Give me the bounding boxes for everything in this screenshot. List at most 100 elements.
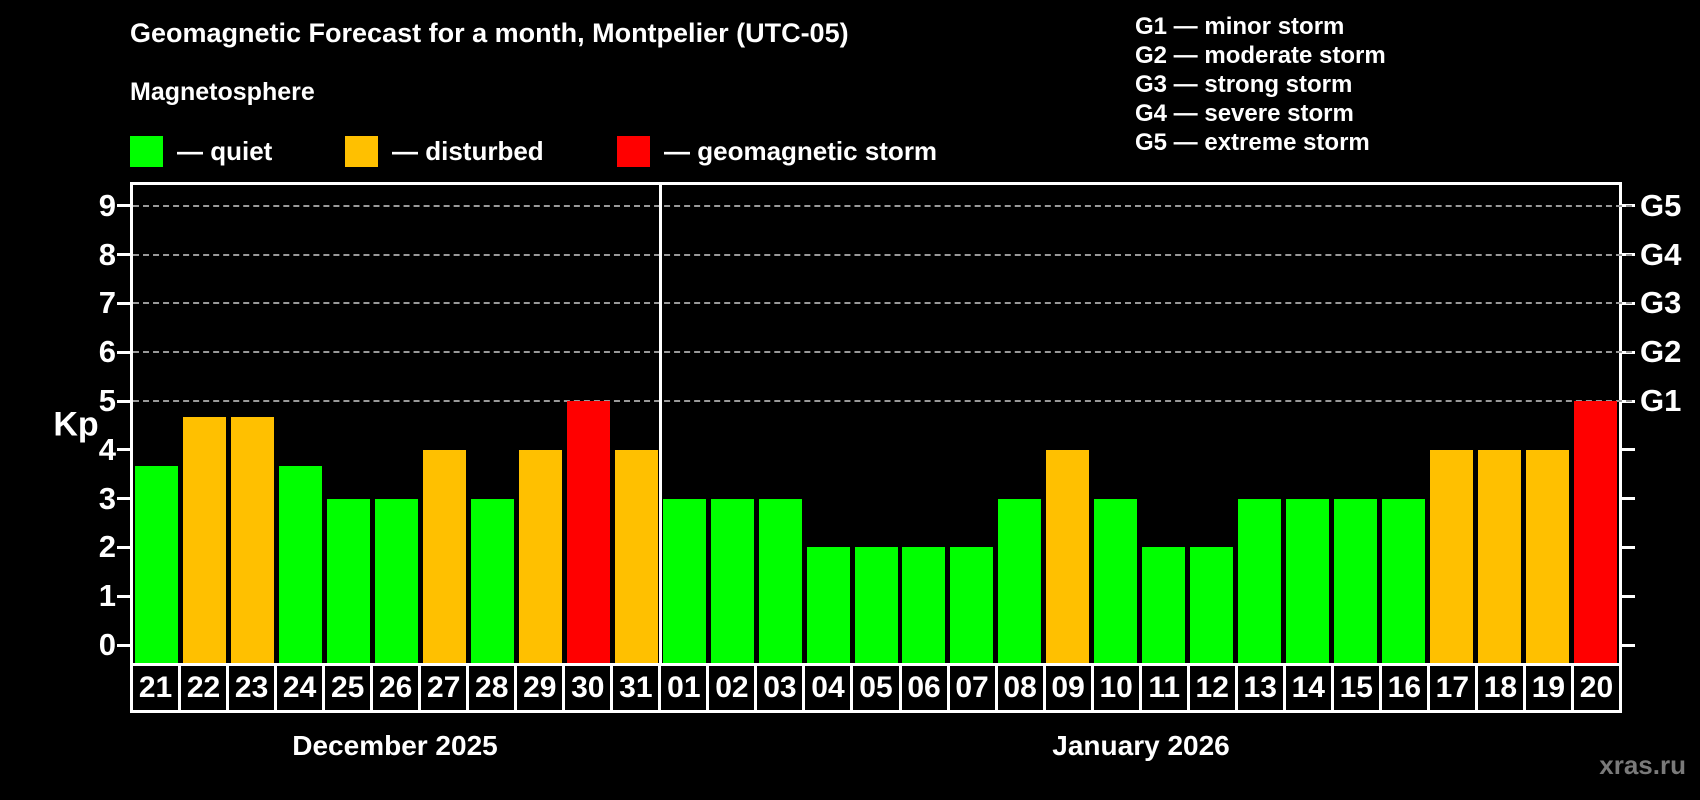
kp-bar-day-07 [950, 547, 994, 663]
y-axis-tick-right [1622, 643, 1635, 647]
g-legend-line-g4: G4 — severe storm [1135, 100, 1354, 127]
gridline-kp9 [133, 204, 1632, 207]
day-label-03: 03 [754, 666, 803, 713]
y-axis-label: 3 [98, 480, 116, 516]
y-axis-tick [117, 350, 130, 354]
kp-bar-day-25 [327, 498, 371, 663]
day-label-23: 23 [226, 666, 275, 713]
y-axis-label: 4 [98, 431, 116, 467]
day-label-29: 29 [514, 666, 563, 713]
day-label-05: 05 [850, 666, 899, 713]
kp-bar-day-22 [183, 417, 227, 663]
kp-bar-day-15 [1333, 498, 1377, 663]
legend-item-storm: — geomagnetic storm [617, 135, 937, 168]
g-level-label-g2: G2 [1640, 334, 1682, 370]
kp-bar-day-24 [279, 465, 323, 663]
kp-bar-day-06 [902, 547, 946, 663]
day-label-20: 20 [1570, 666, 1619, 713]
y-axis-tick [117, 643, 130, 647]
day-label-06: 06 [898, 666, 947, 713]
gridline-kp5 [133, 400, 1632, 402]
kp-bar-day-27 [423, 449, 467, 663]
kp-bar-day-10 [1094, 498, 1138, 663]
g-level-label-g3: G3 [1640, 285, 1682, 321]
kp-bar-day-04 [806, 547, 850, 663]
g-level-label-g1: G1 [1640, 383, 1682, 418]
y-axis-tick-right [1622, 545, 1635, 549]
y-axis-label: 2 [98, 529, 116, 565]
kp-bar-day-21 [135, 465, 179, 663]
day-label-22: 22 [178, 666, 227, 713]
day-label-16: 16 [1378, 666, 1427, 713]
gridline-kp7 [133, 302, 1632, 305]
day-label-15: 15 [1330, 666, 1379, 713]
y-axis-label: 5 [98, 383, 116, 418]
legend-item-quiet: — quiet [130, 135, 272, 168]
g-legend-line-g2: G2 — moderate storm [1135, 42, 1386, 69]
day-label-04: 04 [802, 666, 851, 713]
storm-color-swatch-icon [617, 136, 650, 167]
day-label-08: 08 [994, 666, 1043, 713]
day-label-02: 02 [706, 666, 755, 713]
day-label-24: 24 [274, 666, 323, 713]
day-label-25: 25 [322, 666, 371, 713]
day-label-13: 13 [1234, 666, 1283, 713]
y-axis-tick [117, 448, 130, 452]
kp-bar-day-28 [471, 498, 515, 663]
y-axis-title: Kp [53, 405, 99, 444]
y-axis-tick [117, 497, 130, 501]
y-axis-tick [117, 204, 130, 208]
day-axis-row: 21 22 23 24 25 26 27 28 29 30 31 01 02 03 04 05 06 07 08 09… [130, 666, 1622, 713]
kp-bar-day-03 [758, 498, 802, 663]
day-label-10: 10 [1090, 666, 1139, 713]
legend-label: — disturbed [392, 136, 544, 166]
y-axis-label: 1 [98, 578, 116, 614]
kp-bar-day-05 [854, 547, 898, 663]
y-axis-tick-right [1622, 594, 1635, 598]
plot-area [130, 182, 1632, 666]
legend-label: — geomagnetic storm [664, 136, 938, 166]
chart-title: Geomagnetic Forecast for a month, Montpe… [130, 18, 849, 48]
day-label-18: 18 [1474, 666, 1523, 713]
y-axis-label: 0 [98, 627, 116, 662]
kp-bar-day-09 [1046, 449, 1090, 663]
g-legend-line-g5: G5 — extreme storm [1135, 129, 1370, 156]
disturbed-color-swatch-icon [345, 136, 378, 167]
month-separator-line [658, 185, 662, 663]
watermark: xras.ru [1599, 750, 1686, 780]
y-axis-tick-right [1622, 497, 1635, 501]
legend-item-disturbed: — disturbed [345, 135, 544, 168]
y-axis-tick [117, 399, 130, 403]
kp-bar-day-20 [1573, 401, 1617, 663]
legend-label: — quiet [177, 136, 273, 166]
y-axis-tick-right [1622, 448, 1635, 452]
y-axis-label: 7 [98, 285, 116, 321]
g-level-label-g4: G4 [1640, 236, 1682, 272]
kp-bar-day-11 [1142, 547, 1186, 663]
kp-bar-day-19 [1525, 449, 1569, 663]
kp-bar-day-30 [566, 401, 610, 663]
month-label-december: December 2025 [292, 730, 498, 761]
kp-bar-day-18 [1477, 449, 1521, 663]
quiet-color-swatch-icon [130, 136, 163, 167]
y-axis-tick [117, 301, 130, 305]
day-label-07: 07 [946, 666, 995, 713]
kp-bar-day-31 [614, 449, 658, 663]
day-label-14: 14 [1282, 666, 1331, 713]
y-axis-label: 9 [98, 187, 116, 223]
y-axis-label: 6 [98, 334, 116, 370]
day-label-19: 19 [1522, 666, 1571, 713]
kp-bar-day-12 [1190, 547, 1234, 663]
day-label-12: 12 [1186, 666, 1235, 713]
y-axis-label: 8 [98, 236, 116, 272]
y-axis-tick [117, 253, 130, 257]
day-label-28: 28 [466, 666, 515, 713]
kp-bar-day-16 [1381, 498, 1425, 663]
g-scale-legend: G1 — minor storm G2 — moderate storm G3 … [1135, 12, 1386, 157]
y-axis-tick [117, 594, 130, 598]
chart-subtitle: Magnetosphere [130, 78, 315, 106]
kp-bar-day-26 [375, 498, 419, 663]
day-label-30: 30 [562, 666, 611, 713]
kp-bar-day-14 [1285, 498, 1329, 663]
day-label-21: 21 [130, 666, 179, 713]
